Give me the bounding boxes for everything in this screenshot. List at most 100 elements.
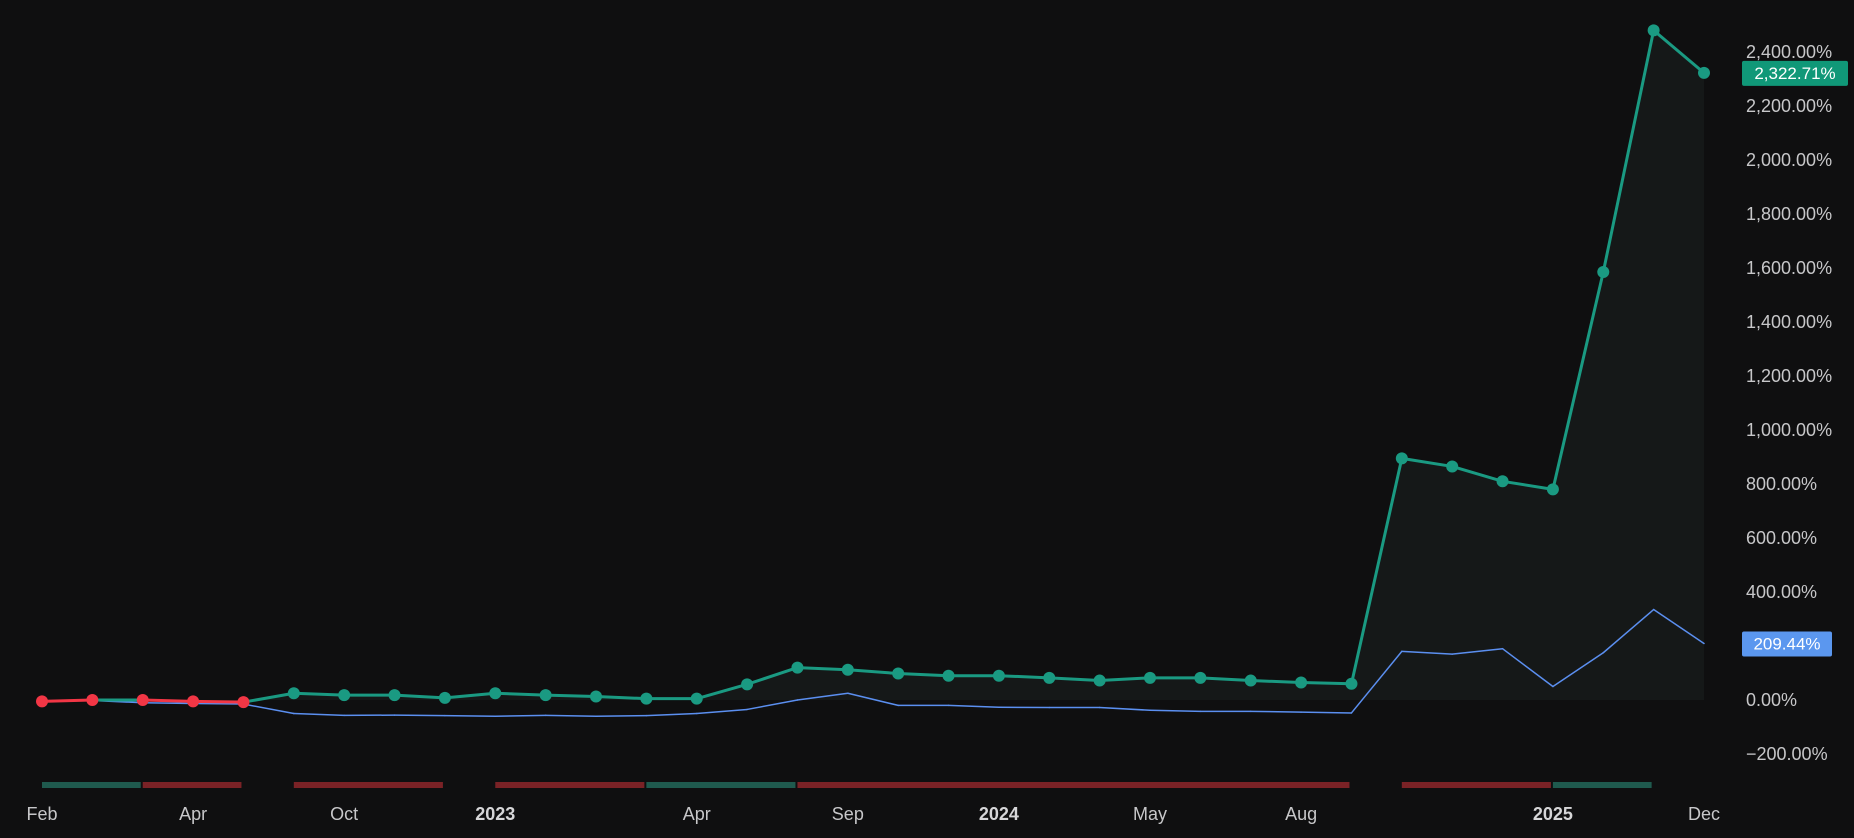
x-tick-label: Sep bbox=[832, 804, 864, 824]
benchmark-series-segment bbox=[847, 692, 899, 707]
data-point bbox=[86, 694, 99, 706]
x-tick-label: Apr bbox=[683, 804, 711, 824]
x-axis: Feb Apr Oct 2023 Apr Sep 2024 May Aug 2025 Dec bbox=[26, 804, 1720, 824]
data-point bbox=[841, 663, 854, 676]
benchmark-series-segment bbox=[1501, 647, 1554, 688]
x-tick-label: Aug bbox=[1285, 804, 1317, 824]
benchmark-series-segment bbox=[192, 702, 245, 705]
benchmark-series-segment bbox=[746, 699, 799, 711]
y-tick-label: 600.00% bbox=[1746, 528, 1817, 548]
benchmark-series-segment bbox=[293, 712, 345, 717]
benchmark-series-segment bbox=[695, 708, 748, 715]
main-series-segment bbox=[443, 691, 497, 700]
main-series-segment bbox=[896, 672, 951, 678]
benchmark-series-segment bbox=[242, 703, 295, 715]
period-band bbox=[42, 782, 141, 788]
main-last-value-badge bbox=[1742, 60, 1848, 86]
main-series-segment bbox=[745, 666, 799, 686]
data-point bbox=[640, 692, 653, 705]
main-series-segment bbox=[1098, 676, 1152, 683]
data-point bbox=[791, 661, 804, 674]
main-series-segment bbox=[846, 668, 900, 676]
main-series-segment bbox=[241, 691, 296, 704]
y-tick-label: 2,400.00% bbox=[1746, 42, 1832, 62]
data-point bbox=[1093, 674, 1106, 687]
benchmark-last-value-badge bbox=[1742, 631, 1832, 657]
y-tick-label: 1,400.00% bbox=[1746, 312, 1832, 332]
data-point bbox=[1345, 677, 1358, 690]
data-point bbox=[388, 689, 401, 702]
x-tick-label: 2023 bbox=[475, 804, 515, 824]
data-point bbox=[741, 678, 754, 691]
y-tick-label: 2,200.00% bbox=[1746, 96, 1832, 116]
x-tick-label: Feb bbox=[26, 804, 57, 824]
data-point bbox=[187, 695, 200, 708]
main-series-segment bbox=[40, 698, 94, 703]
main-series-segment bbox=[1198, 676, 1253, 683]
benchmark-series-segment bbox=[947, 704, 1000, 709]
main-series-segment bbox=[594, 694, 648, 701]
data-point bbox=[1295, 676, 1308, 689]
main-series-segment bbox=[997, 674, 1051, 680]
series-layer bbox=[40, 28, 1706, 717]
data-point bbox=[590, 690, 602, 703]
data-point bbox=[1244, 674, 1257, 687]
y-tick-label: 400.00% bbox=[1746, 582, 1817, 602]
marker-layer bbox=[36, 24, 1710, 709]
data-point bbox=[136, 694, 149, 706]
main-series-segment bbox=[141, 698, 195, 703]
y-tick-label: 1,600.00% bbox=[1746, 258, 1832, 278]
benchmark-series-segment bbox=[595, 714, 648, 717]
data-point bbox=[892, 667, 905, 680]
x-tick-label: Apr bbox=[179, 804, 207, 824]
main-series-segment bbox=[393, 693, 447, 700]
x-tick-label: Oct bbox=[330, 804, 358, 824]
y-tick-label: −200.00% bbox=[1746, 744, 1828, 764]
x-tick-label: 2024 bbox=[979, 804, 1019, 824]
period-band bbox=[646, 782, 796, 788]
y-tick-label: 0.00% bbox=[1746, 690, 1797, 710]
period-band bbox=[142, 782, 242, 788]
data-point bbox=[1698, 66, 1710, 79]
x-tick-label: May bbox=[1133, 804, 1167, 824]
benchmark-series-segment bbox=[1602, 608, 1655, 654]
last-value-badges: 2,322.71% 209.44% bbox=[1742, 60, 1848, 657]
data-point bbox=[438, 691, 451, 704]
period-band bbox=[1552, 782, 1652, 788]
y-tick-label: 1,800.00% bbox=[1746, 204, 1832, 224]
data-point bbox=[489, 687, 502, 700]
benchmark-series-segment bbox=[645, 712, 698, 717]
main-series-segment bbox=[493, 691, 548, 697]
y-tick-label: 2,000.00% bbox=[1746, 150, 1832, 170]
period-band bbox=[495, 782, 645, 788]
main-series-segment bbox=[1400, 456, 1454, 468]
main-series-segment bbox=[292, 691, 346, 697]
data-point bbox=[1546, 483, 1559, 496]
y-tick-label: 1,000.00% bbox=[1746, 420, 1832, 440]
benchmark-series-segment bbox=[1552, 652, 1605, 688]
main-series-segment bbox=[795, 666, 850, 672]
period-band bbox=[1401, 782, 1551, 788]
benchmark-series-segment bbox=[1149, 709, 1202, 713]
main-series-segment bbox=[191, 699, 245, 704]
main-series-segment bbox=[1047, 676, 1102, 683]
period-band bbox=[293, 782, 443, 788]
area-layer bbox=[42, 30, 1704, 703]
main-series-segment bbox=[1551, 270, 1605, 491]
benchmark-series-segment bbox=[1300, 711, 1353, 714]
x-tick-label: 2025 bbox=[1533, 804, 1573, 824]
benchmark-series-segment bbox=[1652, 608, 1705, 645]
main-series-segment bbox=[1601, 28, 1656, 274]
band-layer bbox=[42, 782, 1652, 788]
benchmark-series-segment bbox=[393, 714, 446, 717]
y-tick-label: 1,200.00% bbox=[1746, 366, 1832, 386]
y-tick-label: 800.00% bbox=[1746, 474, 1817, 494]
benchmark-series-segment bbox=[494, 714, 547, 717]
benchmark-series-segment bbox=[444, 714, 497, 717]
period-band bbox=[797, 782, 1350, 788]
benchmark-series-segment bbox=[1249, 710, 1302, 713]
main-series-segment bbox=[1299, 680, 1353, 686]
benchmark-series-segment bbox=[544, 714, 597, 717]
data-point bbox=[338, 689, 351, 702]
